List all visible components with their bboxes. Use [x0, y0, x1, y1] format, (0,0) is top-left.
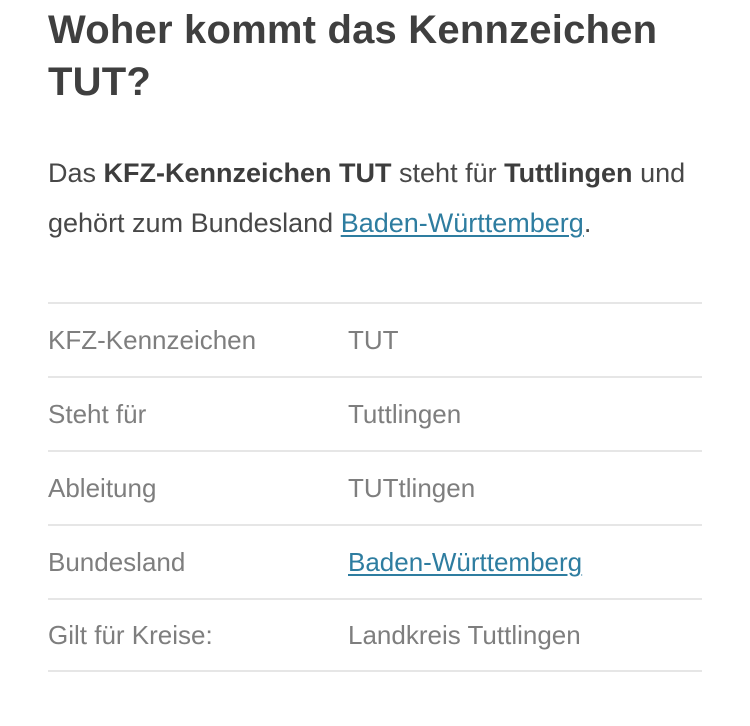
article-content: Woher kommt das Kennzeichen TUT? Das KFZ… — [48, 8, 702, 672]
row-label: Ableitung — [48, 472, 157, 503]
table-row: KFZ-Kennzeichen TUT — [48, 302, 702, 376]
row-label: Steht für — [48, 398, 147, 429]
row-value: Baden-Württemberg — [348, 547, 702, 578]
intro-bold-city: Tuttlingen — [504, 158, 633, 188]
bundesland-link[interactable]: Baden-Württemberg — [340, 208, 584, 238]
page-title: Woher kommt das Kennzeichen TUT? — [48, 8, 658, 104]
table-row: Gilt für Kreise: Landkreis Tuttlingen — [48, 598, 702, 672]
intro-text-segment: . — [583, 208, 592, 238]
table-row: Bundesland Baden-Württemberg — [48, 524, 702, 598]
row-value: Tuttlingen — [348, 398, 462, 429]
table-row: Steht für Tuttlingen — [48, 376, 702, 450]
intro-bold-kennzeichen: KFZ-Kennzeichen TUT — [103, 158, 392, 188]
row-label: Bundesland — [48, 546, 186, 577]
row-value: TUTtlingen — [348, 472, 476, 503]
table-row: Ableitung TUTtlingen — [48, 450, 702, 524]
row-value: Landkreis Tuttlingen — [348, 619, 581, 650]
row-value: TUT — [348, 324, 399, 355]
row-label: Gilt für Kreise: — [48, 619, 213, 650]
intro-text-segment: Das — [48, 158, 104, 188]
row-label: KFZ-Kennzeichen — [48, 324, 257, 355]
intro-text-segment: und gehört zum Bundesland — [48, 158, 686, 238]
bundesland-table-link[interactable]: Baden-Württemberg — [348, 546, 583, 577]
intro-paragraph: Das KFZ-Kennzeichen TUT steht für Tuttli… — [48, 148, 702, 248]
kennzeichen-info-table: KFZ-Kennzeichen TUT Steht für Tuttlingen… — [48, 302, 702, 672]
intro-text-segment: steht für — [391, 158, 505, 188]
